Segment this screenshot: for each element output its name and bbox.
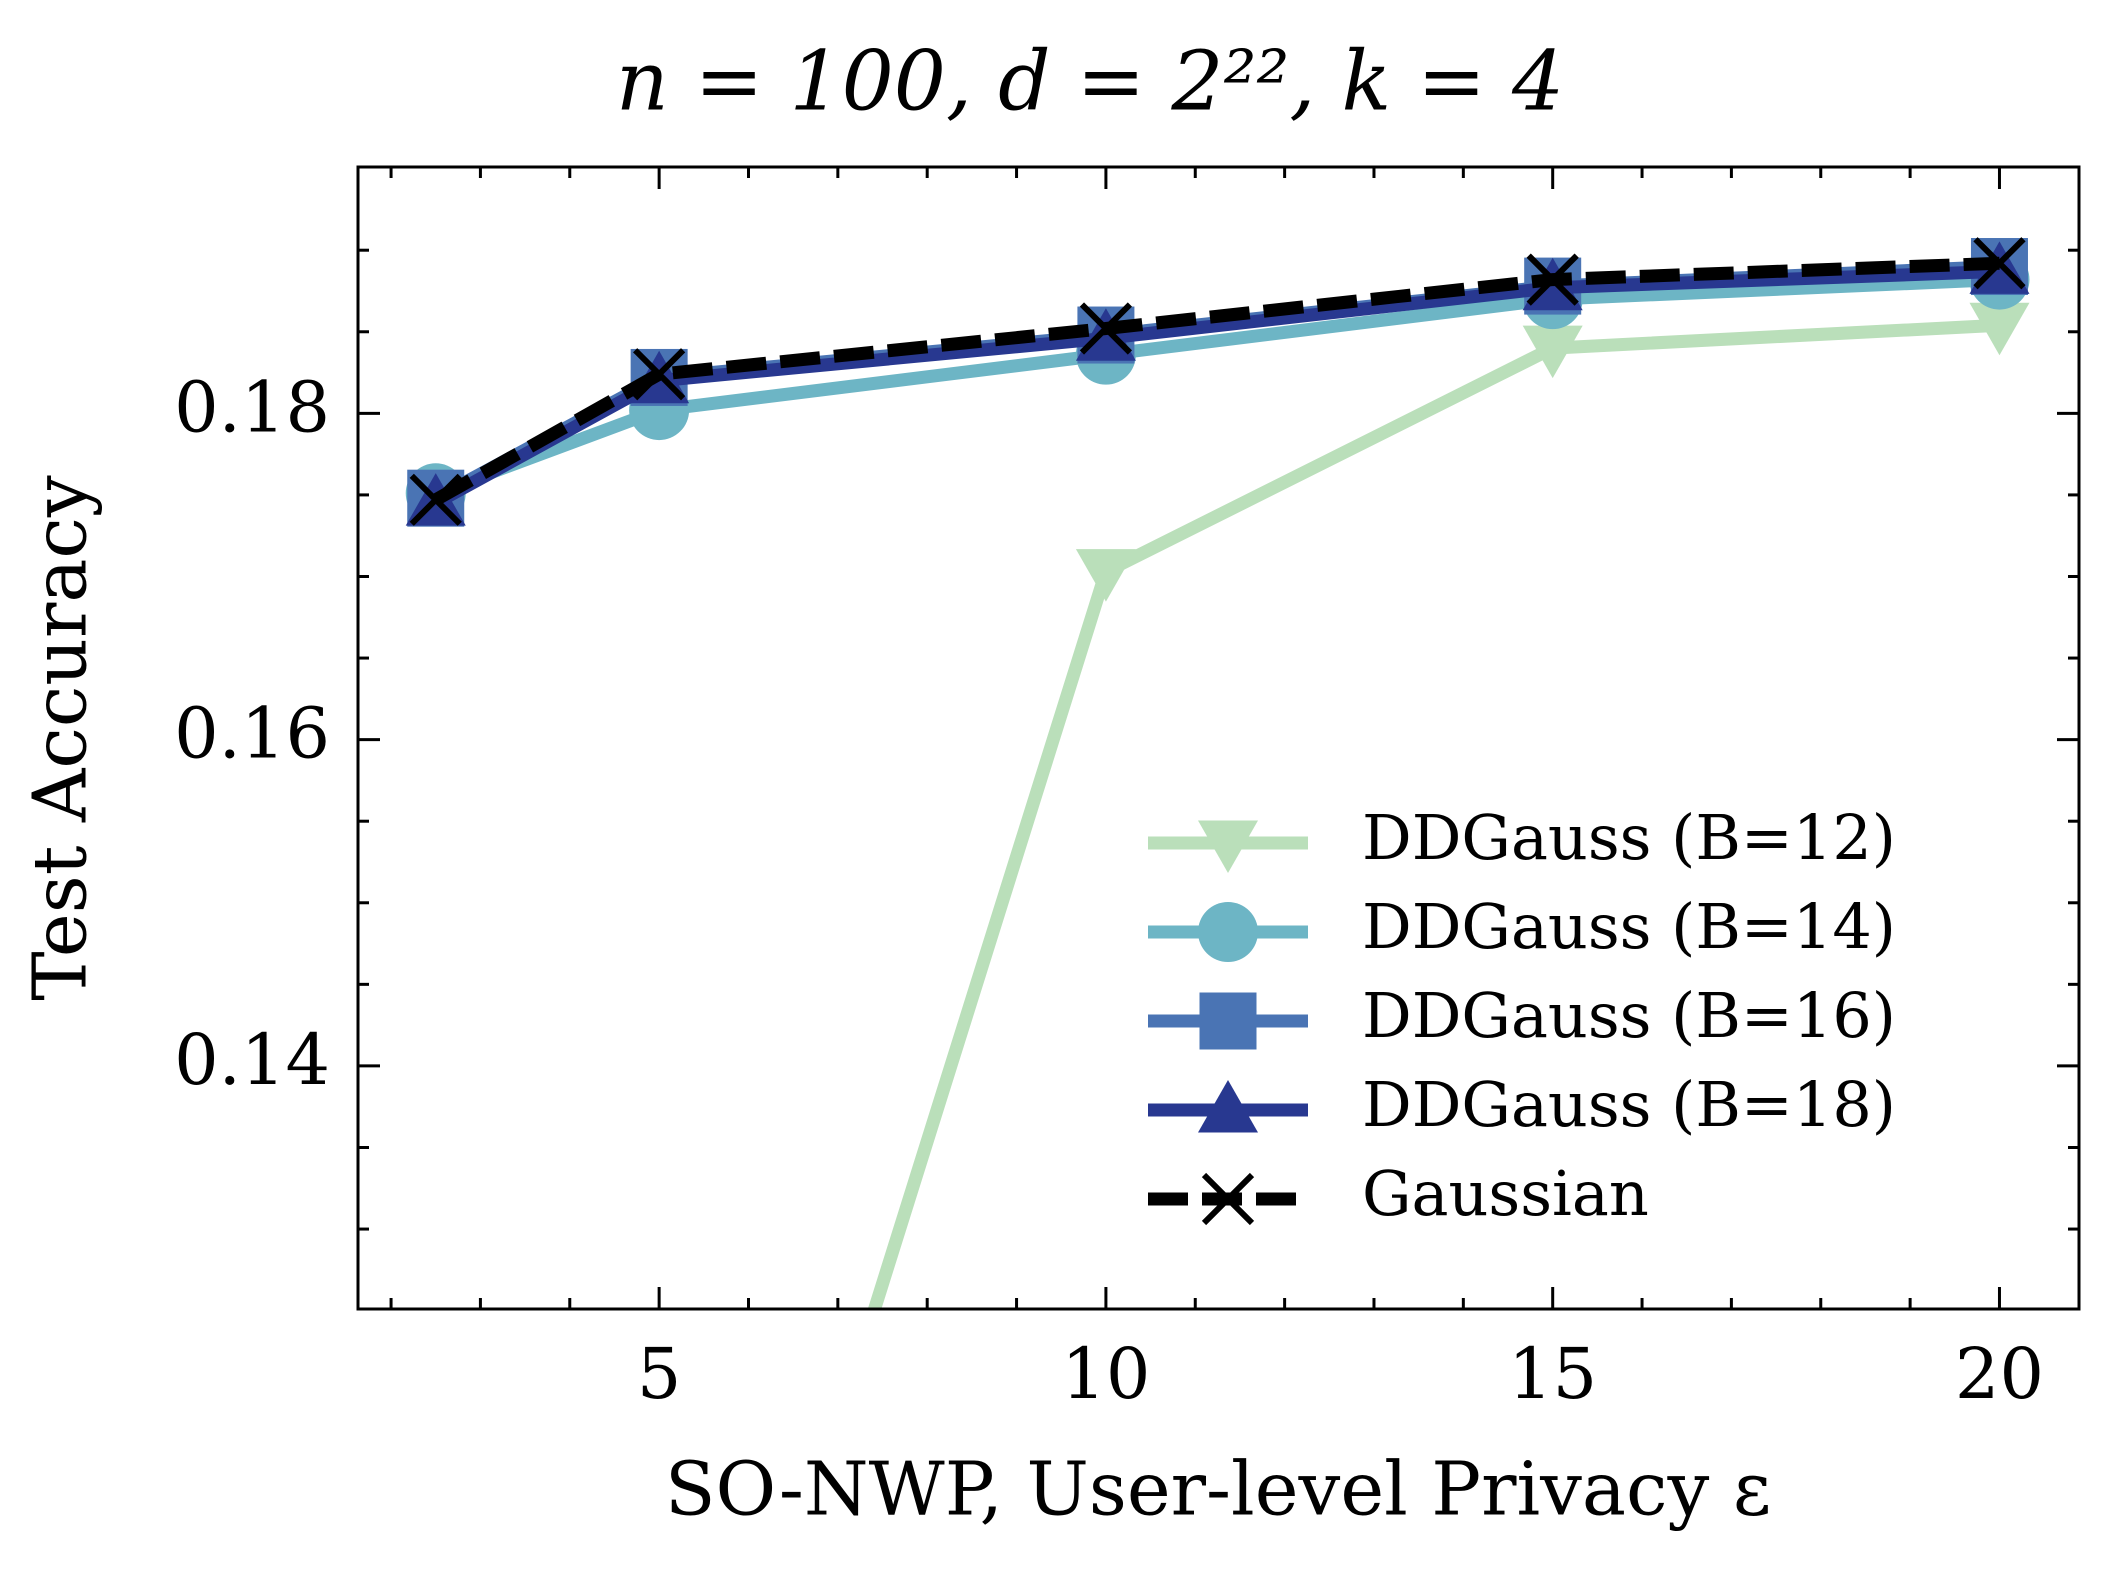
chart-title: n = 100, d = 2²², k = 4 bbox=[616, 35, 1564, 130]
legend-label: DDGauss (B=12) bbox=[1362, 801, 1896, 874]
marker bbox=[1201, 1172, 1255, 1226]
marker bbox=[1526, 253, 1579, 306]
marker bbox=[1198, 902, 1258, 962]
x-tick-label: 5 bbox=[637, 1333, 682, 1415]
marker bbox=[1199, 992, 1257, 1050]
marker bbox=[1969, 302, 2030, 356]
plot-frame bbox=[356, 165, 2081, 1311]
series bbox=[409, 237, 2026, 526]
y-tick-label: 0.18 bbox=[174, 366, 330, 448]
legend-label: DDGauss (B=18) bbox=[1362, 1068, 1896, 1141]
marker bbox=[1198, 1080, 1258, 1133]
y-axis-label: Test Accuracy bbox=[17, 475, 103, 1001]
y-tick-label: 0.16 bbox=[174, 693, 330, 775]
legend-label: Gaussian bbox=[1362, 1157, 1649, 1230]
marker bbox=[1075, 549, 1136, 602]
x-axis-label: SO-NWP, User-level Privacy ε bbox=[665, 1446, 1771, 1532]
x-tick-label: 20 bbox=[1955, 1333, 2044, 1415]
marker bbox=[1198, 820, 1258, 873]
legend-label: DDGauss (B=16) bbox=[1362, 979, 1896, 1052]
x-tick-label: 10 bbox=[1061, 1333, 1150, 1415]
plot-area bbox=[405, 237, 2030, 1309]
series bbox=[867, 302, 2030, 1309]
marker bbox=[1973, 237, 2026, 290]
marker bbox=[633, 348, 686, 401]
legend: DDGauss (B=12) DDGauss (B=14) DDGauss (B=1… bbox=[1148, 801, 1896, 1230]
axes: 5 10 15 20 0.14 0.16 0.18 bbox=[174, 167, 2079, 1415]
marker bbox=[1522, 325, 1583, 379]
x-tick-label: 15 bbox=[1508, 1333, 1597, 1415]
marker bbox=[409, 473, 462, 526]
legend-label: DDGauss (B=14) bbox=[1362, 890, 1896, 963]
marker bbox=[1079, 302, 1133, 355]
y-tick-label: 0.14 bbox=[174, 1019, 330, 1101]
